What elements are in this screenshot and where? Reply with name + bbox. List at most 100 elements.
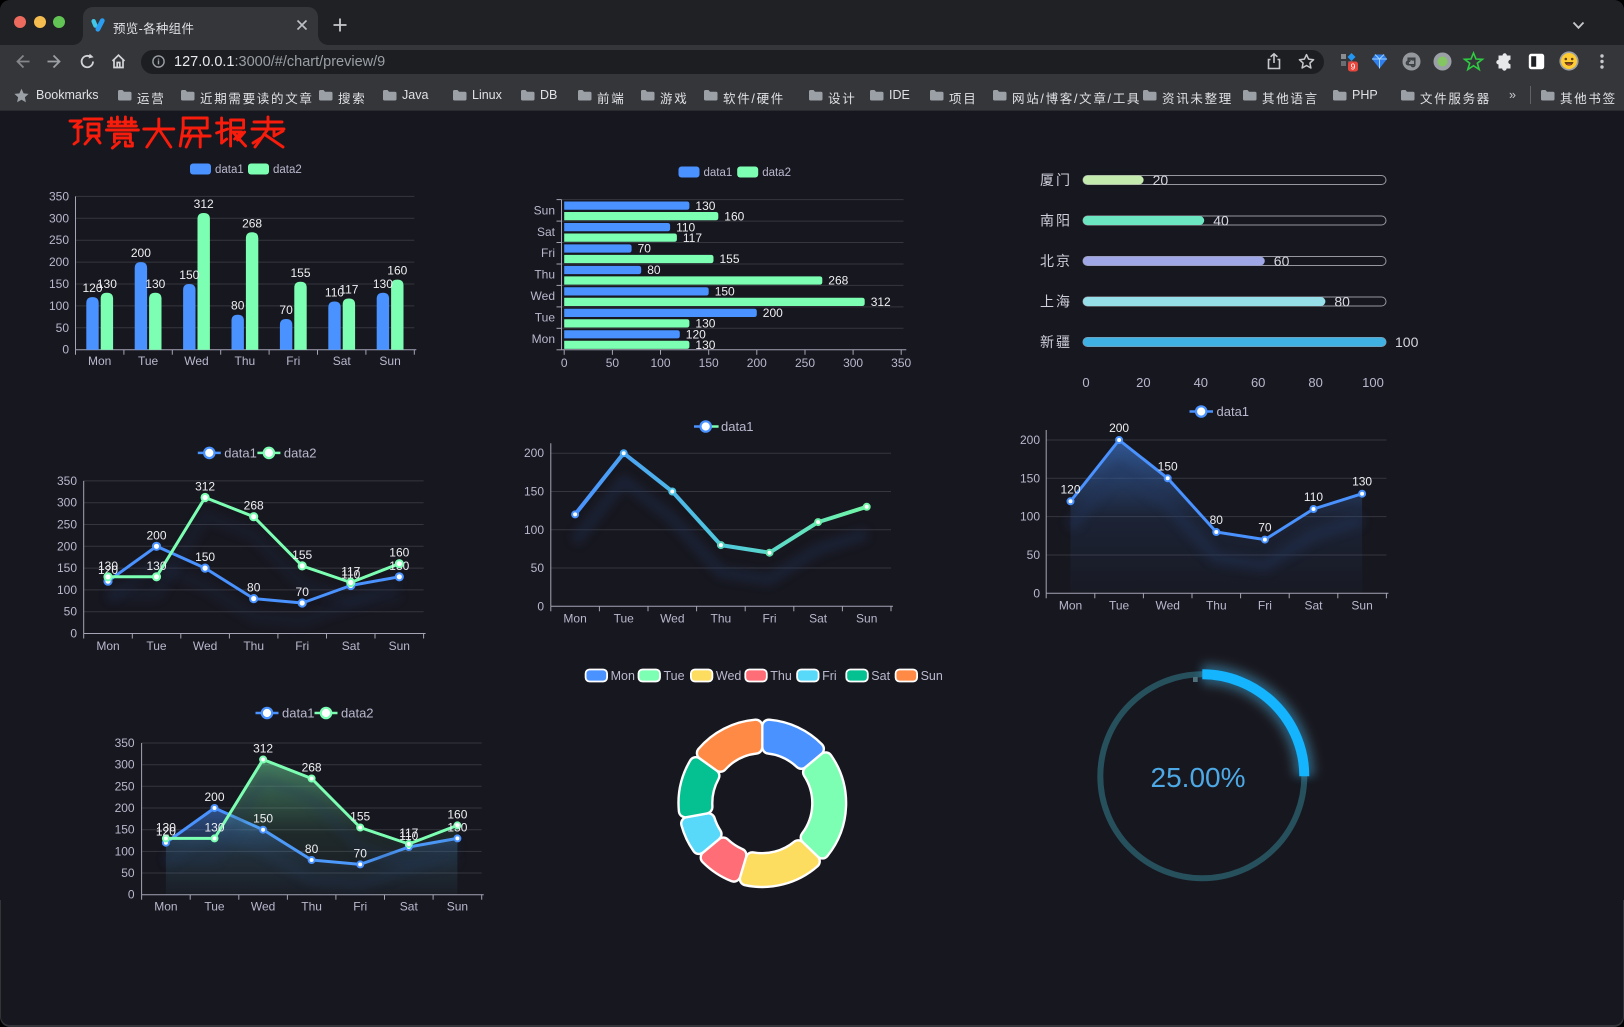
svg-text:Mon: Mon bbox=[154, 899, 177, 913]
svg-text:50: 50 bbox=[64, 605, 78, 619]
svg-text:data1: data1 bbox=[1217, 404, 1250, 419]
svg-text:268: 268 bbox=[244, 499, 264, 513]
svg-text:200: 200 bbox=[131, 246, 151, 260]
svg-text:新疆: 新疆 bbox=[1040, 334, 1072, 350]
svg-text:0: 0 bbox=[1033, 586, 1040, 600]
svg-text:300: 300 bbox=[115, 758, 135, 772]
svg-text:25.00%: 25.00% bbox=[1151, 762, 1246, 793]
svg-text:200: 200 bbox=[49, 255, 69, 269]
svg-text:Tue: Tue bbox=[664, 669, 685, 683]
svg-text:130: 130 bbox=[695, 199, 715, 213]
svg-text:120: 120 bbox=[686, 328, 706, 342]
svg-text:150: 150 bbox=[699, 356, 719, 370]
svg-text:80: 80 bbox=[1308, 375, 1322, 390]
svg-text:120: 120 bbox=[82, 281, 102, 295]
svg-text:117: 117 bbox=[341, 565, 360, 579]
svg-text:data1: data1 bbox=[721, 419, 754, 434]
svg-text:155: 155 bbox=[720, 252, 740, 266]
svg-text:Tue: Tue bbox=[614, 611, 635, 625]
svg-text:80: 80 bbox=[305, 842, 319, 856]
svg-text:data1: data1 bbox=[224, 445, 257, 460]
svg-text:110: 110 bbox=[1304, 490, 1323, 504]
svg-text:Sat: Sat bbox=[1304, 598, 1323, 612]
svg-text:268: 268 bbox=[302, 761, 322, 775]
svg-text:data1: data1 bbox=[282, 706, 315, 721]
svg-text:data2: data2 bbox=[762, 167, 791, 179]
svg-text:Sun: Sun bbox=[1351, 598, 1372, 612]
svg-text:150: 150 bbox=[49, 277, 69, 291]
svg-text:110: 110 bbox=[676, 220, 695, 234]
svg-text:155: 155 bbox=[290, 266, 310, 280]
svg-text:268: 268 bbox=[242, 216, 262, 230]
svg-text:Thu: Thu bbox=[243, 639, 264, 653]
svg-text:100: 100 bbox=[1395, 334, 1419, 350]
svg-text:Sat: Sat bbox=[400, 899, 419, 913]
svg-text:data2: data2 bbox=[273, 164, 302, 176]
svg-text:Wed: Wed bbox=[660, 611, 684, 625]
svg-text:Fri: Fri bbox=[822, 669, 837, 683]
svg-text:Fri: Fri bbox=[286, 354, 300, 368]
svg-text:Tue: Tue bbox=[138, 354, 159, 368]
svg-text:Sun: Sun bbox=[447, 899, 468, 913]
svg-text:Fri: Fri bbox=[295, 639, 309, 653]
svg-text:110: 110 bbox=[399, 829, 418, 843]
svg-text:250: 250 bbox=[57, 518, 77, 532]
svg-text:0: 0 bbox=[70, 627, 77, 641]
svg-text:312: 312 bbox=[194, 197, 214, 211]
svg-text:Wed: Wed bbox=[531, 289, 555, 303]
svg-text:70: 70 bbox=[279, 303, 293, 317]
svg-text:40: 40 bbox=[1213, 213, 1229, 229]
svg-text:50: 50 bbox=[606, 356, 620, 370]
svg-text:100: 100 bbox=[1362, 375, 1384, 390]
svg-text:350: 350 bbox=[49, 189, 69, 203]
svg-text:150: 150 bbox=[179, 268, 199, 282]
svg-text:Tue: Tue bbox=[535, 311, 556, 325]
svg-text:110: 110 bbox=[325, 286, 344, 300]
svg-text:Fri: Fri bbox=[1258, 598, 1272, 612]
svg-text:70: 70 bbox=[638, 242, 652, 256]
svg-text:350: 350 bbox=[115, 736, 135, 750]
svg-text:60: 60 bbox=[1251, 375, 1265, 390]
svg-text:Sun: Sun bbox=[921, 669, 943, 683]
svg-text:Sun: Sun bbox=[856, 611, 877, 625]
svg-text:Wed: Wed bbox=[184, 354, 208, 368]
svg-text:Mon: Mon bbox=[1059, 598, 1082, 612]
svg-text:Tue: Tue bbox=[204, 899, 225, 913]
svg-text:0: 0 bbox=[537, 599, 544, 613]
svg-text:Thu: Thu bbox=[534, 268, 555, 282]
svg-text:20: 20 bbox=[1153, 172, 1169, 188]
svg-text:Sun: Sun bbox=[379, 354, 400, 368]
svg-text:150: 150 bbox=[115, 823, 135, 837]
svg-text:Thu: Thu bbox=[301, 899, 322, 913]
svg-text:200: 200 bbox=[115, 801, 135, 815]
svg-text:Mon: Mon bbox=[88, 354, 111, 368]
svg-text:Sat: Sat bbox=[342, 639, 361, 653]
svg-text:200: 200 bbox=[763, 306, 783, 320]
svg-text:data1: data1 bbox=[215, 164, 244, 176]
svg-text:200: 200 bbox=[1109, 421, 1129, 435]
svg-text:150: 150 bbox=[57, 561, 77, 575]
svg-text:70: 70 bbox=[354, 846, 368, 860]
svg-text:100: 100 bbox=[1020, 510, 1040, 524]
svg-text:130: 130 bbox=[447, 820, 467, 834]
svg-text:130: 130 bbox=[695, 317, 715, 331]
svg-text:150: 150 bbox=[1020, 471, 1040, 485]
svg-text:300: 300 bbox=[843, 356, 863, 370]
svg-text:Sat: Sat bbox=[537, 225, 556, 239]
svg-text:上海: 上海 bbox=[1040, 294, 1072, 310]
svg-text:0: 0 bbox=[62, 343, 69, 357]
svg-text:data2: data2 bbox=[284, 445, 317, 460]
svg-text:北京: 北京 bbox=[1040, 253, 1072, 269]
svg-text:9: 9 bbox=[1351, 62, 1356, 72]
svg-text:250: 250 bbox=[795, 356, 815, 370]
svg-text:50: 50 bbox=[531, 561, 545, 575]
svg-text:155: 155 bbox=[350, 810, 370, 824]
svg-text:150: 150 bbox=[195, 550, 215, 564]
svg-text:80: 80 bbox=[1334, 294, 1350, 310]
svg-text:50: 50 bbox=[1027, 548, 1041, 562]
svg-text:Fri: Fri bbox=[353, 899, 367, 913]
svg-text:350: 350 bbox=[57, 474, 77, 488]
svg-text:Mon: Mon bbox=[563, 611, 586, 625]
svg-text:150: 150 bbox=[253, 812, 273, 826]
svg-text:Thu: Thu bbox=[1206, 598, 1227, 612]
